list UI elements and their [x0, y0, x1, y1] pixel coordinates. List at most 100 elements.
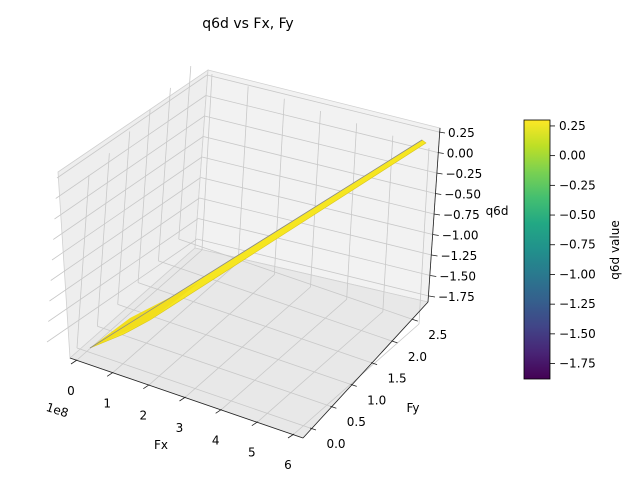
- y-tick-label: 1.5: [388, 372, 407, 386]
- z-grid-line-left: [49, 197, 200, 302]
- z-grid-line: [206, 74, 440, 133]
- z-tick-mark: [428, 295, 436, 298]
- x-grid-line: [185, 286, 311, 398]
- x-tick-label: 3: [176, 421, 184, 435]
- z-tick-mark: [430, 275, 437, 277]
- z-tick-label: −0.75: [443, 208, 480, 222]
- z-grid-line-left: [50, 177, 201, 281]
- y-tick-label: 1.0: [367, 393, 386, 407]
- colorbar-ticks: 0.25 0.00 −0.25 −0.50 −0.75 −1.00 −1.25 −1.50 −1…: [550, 119, 596, 371]
- colorbar-tick-label: 0.00: [559, 149, 586, 163]
- z-tick-label: −1.50: [439, 270, 476, 284]
- x-axis-line: [69, 357, 304, 439]
- z-grid-line-left: [53, 136, 204, 240]
- x-tick-mark: [143, 384, 150, 389]
- colorbar-tick-label: −1.50: [559, 327, 596, 341]
- z-grid-line-left: [46, 238, 198, 343]
- z-grid-line-left: [56, 74, 208, 179]
- x-tick-label: 2: [140, 409, 148, 423]
- x-tick-label: 6: [284, 458, 292, 472]
- x-tick-label: 5: [248, 446, 256, 460]
- z-tick-label: −1.00: [442, 229, 479, 243]
- colorbar-tick-label: −1.75: [559, 357, 596, 371]
- x-tick-mark: [179, 396, 186, 402]
- surface-sheet-wide: [90, 282, 200, 348]
- colorbar: [523, 119, 551, 380]
- colorbar-tick-label: 0.25: [559, 119, 586, 133]
- y-grid-line-left: [137, 109, 151, 283]
- z-grid-line: [196, 238, 430, 297]
- x-tick-mark: [251, 421, 259, 426]
- z-tick-mark: [431, 254, 438, 257]
- y-grid-line-left: [117, 131, 131, 305]
- x-tick-mark: [287, 433, 295, 439]
- y-axis-label: Fy: [407, 401, 420, 415]
- z-grid-line-left: [55, 95, 206, 199]
- y-axis-ticks: 0.00.51.01.52.02.5: [309, 318, 447, 451]
- y-grid-line: [117, 304, 351, 385]
- y-grid-line-left: [158, 87, 171, 261]
- z-tick-label: 0.25: [448, 126, 475, 140]
- grid-lines: [46, 66, 440, 435]
- colorbar-tick-label: −0.25: [559, 178, 596, 192]
- y-grid-line: [97, 325, 331, 407]
- z-axis-ticks: 0.25 0.00 −0.25 −0.50 −0.75 −1.00 −1.25 −1.50 −1…: [428, 126, 483, 304]
- z-tick-label: 0.00: [447, 147, 474, 161]
- y-tick-mark: [350, 384, 357, 387]
- colorbar-tick-label: −1.00: [559, 267, 596, 281]
- z-tick-mark: [435, 193, 442, 195]
- x-axis-label: Fx: [154, 438, 168, 452]
- y-grid-line-left: [178, 66, 192, 240]
- y-tick-mark: [411, 318, 418, 322]
- z-tick-label: −1.75: [438, 290, 475, 304]
- colorbar-tick-label: −1.25: [559, 297, 596, 311]
- y-tick-label: 0.5: [347, 415, 366, 429]
- z-tick-mark: [433, 213, 441, 216]
- x-tick-label: 0: [67, 384, 75, 398]
- x-grid-line: [149, 274, 275, 385]
- x-grid-line: [257, 311, 384, 422]
- chart-title: q6d vs Fx, Fy: [202, 16, 293, 32]
- x-grid-line: [221, 299, 347, 410]
- y-tick-label: 2.0: [408, 350, 427, 364]
- y-grid-line: [76, 347, 311, 429]
- z-axis-line: [427, 127, 441, 303]
- z-grid-line: [203, 136, 436, 194]
- x-offset-label: 1e8: [44, 400, 70, 420]
- y-tick-mark: [391, 340, 398, 344]
- z-tick-label: −1.25: [441, 249, 478, 263]
- z-tick-mark: [436, 172, 443, 175]
- x-grid-line: [293, 323, 420, 435]
- surface-layer: [89, 139, 427, 349]
- z-tick-mark: [438, 131, 446, 134]
- x-tick-label: 1: [103, 396, 111, 410]
- colorbar-tick-label: −0.50: [559, 208, 596, 222]
- y-grid-line-left: [76, 174, 90, 349]
- x-grid-line-back: [310, 110, 321, 288]
- x-axis-ticks: 0 1 2 3 4 5 6: [67, 359, 295, 472]
- colorbar-tick-label: −0.75: [559, 238, 596, 252]
- z-grid-line: [199, 197, 432, 256]
- surface-edge: [89, 139, 423, 349]
- y-tick-mark: [370, 362, 378, 366]
- x-tick-mark: [70, 359, 78, 365]
- y-axis-line: [302, 301, 429, 439]
- y-tick-label: 2.5: [428, 328, 447, 342]
- colorbar-label: q6d value: [608, 220, 622, 279]
- z-grid-line-left: [54, 115, 205, 220]
- z-grid-line: [198, 218, 431, 276]
- x-tick-mark: [106, 372, 114, 377]
- y-tick-mark: [309, 427, 317, 431]
- x-grid-line-back: [237, 86, 249, 263]
- z-tick-label: −0.25: [446, 167, 483, 181]
- x-grid-line-back: [273, 98, 285, 275]
- z-grid-line: [201, 156, 435, 215]
- y-tick-mark: [330, 405, 337, 409]
- z-grid-line: [204, 115, 437, 174]
- x-grid-line-back: [418, 147, 430, 325]
- z-grid-line-left: [51, 156, 203, 261]
- z-tick-label: −0.50: [444, 188, 481, 202]
- z-grid-line: [205, 95, 438, 153]
- x-tick-label: 4: [212, 433, 220, 447]
- y-tick-label: 0.0: [326, 437, 345, 451]
